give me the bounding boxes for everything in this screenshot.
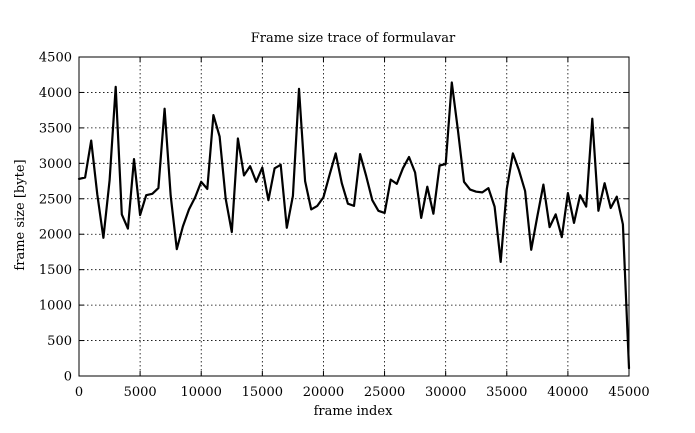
y-tick-label: 1000 <box>39 299 72 314</box>
plot-border <box>79 57 629 376</box>
y-tick-label: 4000 <box>39 86 72 101</box>
y-tick-label: 2500 <box>39 192 72 207</box>
x-axis-title: frame index <box>314 404 393 419</box>
x-tick-label: 40000 <box>547 385 588 400</box>
y-tick-label: 500 <box>47 334 72 349</box>
y-tick-label: 0 <box>64 370 72 385</box>
x-tick-label: 25000 <box>364 385 405 400</box>
y-tick-label: 3000 <box>39 157 72 172</box>
y-axis-title: frame size [byte] <box>13 159 28 270</box>
y-tick-label: 2000 <box>39 228 72 243</box>
x-tick-label: 20000 <box>303 385 344 400</box>
x-tick-label: 10000 <box>181 385 222 400</box>
x-tick-label: 45000 <box>608 385 649 400</box>
y-tick-label: 1500 <box>39 263 72 278</box>
x-tick-label: 5000 <box>124 385 157 400</box>
y-tick-label: 4500 <box>39 51 72 66</box>
series-layer <box>79 83 629 369</box>
series-line-0 <box>79 83 629 369</box>
x-tick-label: 0 <box>75 385 83 400</box>
x-tick-label: 35000 <box>486 385 527 400</box>
x-tick-label: 15000 <box>242 385 283 400</box>
chart-title: Frame size trace of formulavar <box>251 31 456 46</box>
grid-lines <box>79 57 629 376</box>
x-tick-label: 30000 <box>425 385 466 400</box>
y-tick-label: 3500 <box>39 121 72 136</box>
plot-frame <box>79 57 629 376</box>
